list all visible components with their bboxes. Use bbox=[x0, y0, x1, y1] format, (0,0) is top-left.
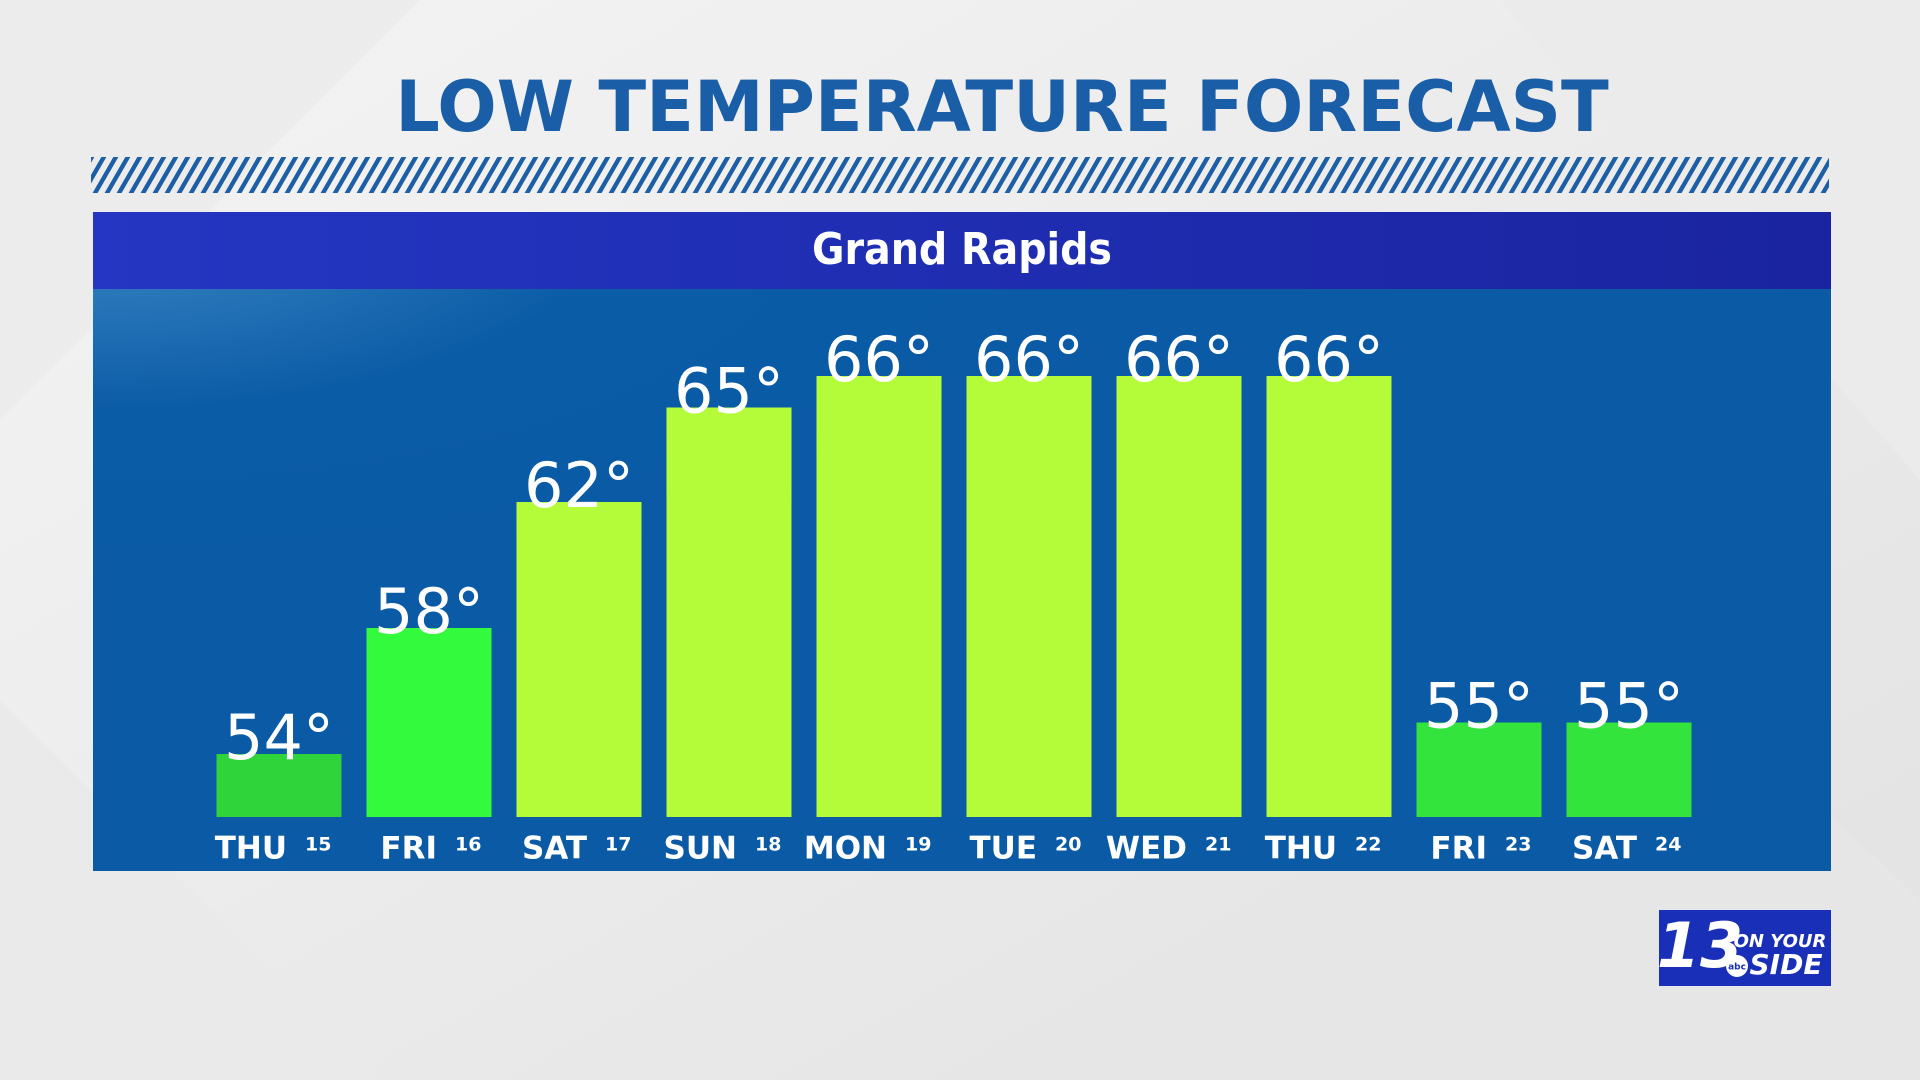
x-tick-date: 23 bbox=[1505, 834, 1531, 856]
x-tick-label: SAT bbox=[1572, 831, 1637, 867]
value-label: 66° bbox=[1124, 323, 1234, 396]
value-label: 66° bbox=[824, 323, 934, 396]
x-tick-date: 18 bbox=[755, 834, 781, 856]
bar bbox=[216, 754, 342, 817]
logo-abc-circle bbox=[1726, 955, 1748, 977]
value-label: 65° bbox=[674, 355, 784, 428]
bar bbox=[666, 407, 792, 817]
x-tick-date: 22 bbox=[1355, 834, 1381, 856]
x-tick-label: TUE bbox=[970, 831, 1038, 867]
panel-header bbox=[93, 212, 1831, 289]
x-tick-label: MON bbox=[804, 831, 887, 867]
subtitle: Grand Rapids bbox=[812, 224, 1112, 275]
x-tick-label: FRI bbox=[1430, 831, 1487, 867]
logo: 13 ON YOUR SIDE abc bbox=[1657, 909, 1831, 986]
bar bbox=[1566, 722, 1692, 817]
bar bbox=[366, 628, 492, 817]
x-tick-date: 17 bbox=[605, 834, 631, 856]
hatch-strip bbox=[91, 157, 1829, 193]
x-tick-label: SAT bbox=[522, 831, 587, 867]
bar bbox=[1116, 376, 1242, 817]
value-label: 62° bbox=[524, 449, 634, 522]
bar bbox=[966, 376, 1092, 817]
bar bbox=[1416, 722, 1542, 817]
chart-title: LOW TEMPERATURE FORECAST bbox=[395, 66, 1609, 148]
x-tick-label: SUN bbox=[664, 831, 737, 867]
value-label: 66° bbox=[1274, 323, 1384, 396]
x-tick-label: THU bbox=[1265, 831, 1337, 867]
x-tick-label: THU bbox=[215, 831, 287, 867]
logo-tagline: ON YOUR bbox=[1734, 931, 1827, 952]
value-label: 54° bbox=[224, 701, 334, 774]
bar bbox=[816, 376, 942, 817]
bar bbox=[516, 502, 642, 817]
value-label: 55° bbox=[1574, 670, 1684, 743]
x-tick-label: FRI bbox=[380, 831, 437, 867]
x-tick-date: 20 bbox=[1055, 834, 1081, 856]
bar bbox=[1266, 376, 1392, 817]
x-tick-date: 15 bbox=[305, 834, 331, 856]
value-label: 55° bbox=[1424, 670, 1534, 743]
x-tick-date: 24 bbox=[1655, 834, 1681, 856]
value-label: 66° bbox=[974, 323, 1084, 396]
logo-tagline: SIDE bbox=[1750, 948, 1823, 981]
x-tick-date: 21 bbox=[1205, 834, 1231, 856]
x-tick-date: 19 bbox=[905, 834, 931, 856]
value-label: 58° bbox=[374, 575, 484, 648]
logo-network: abc bbox=[1728, 963, 1746, 973]
x-tick-date: 16 bbox=[455, 834, 481, 856]
x-tick-label: WED bbox=[1106, 831, 1187, 867]
